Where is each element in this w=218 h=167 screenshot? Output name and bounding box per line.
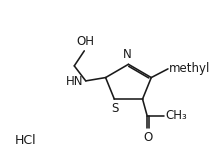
Text: HN: HN — [66, 75, 83, 88]
Text: methyl: methyl — [169, 62, 210, 75]
Text: HCl: HCl — [15, 134, 36, 147]
Text: S: S — [111, 102, 118, 115]
Text: O: O — [143, 131, 152, 144]
Text: CH₃: CH₃ — [165, 109, 187, 122]
Text: OH: OH — [77, 35, 95, 47]
Text: N: N — [123, 48, 132, 61]
